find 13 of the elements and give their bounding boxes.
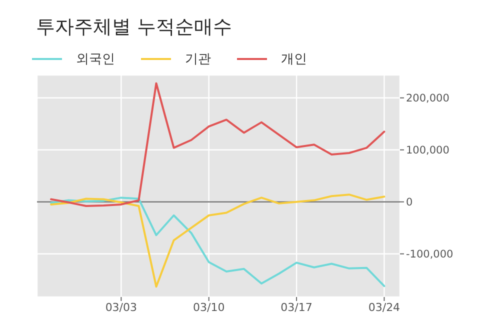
- y-tick-label: 100,000: [406, 144, 450, 157]
- legend-label: 개인: [281, 51, 307, 68]
- x-tick-label: 03/10: [193, 300, 225, 314]
- x-tick-label: 03/17: [280, 300, 312, 314]
- x-tick-label: 03/24: [368, 300, 400, 314]
- y-tick-label: 200,000: [406, 92, 450, 105]
- y-tick-label: -100,000: [406, 248, 454, 261]
- legend-label: 기관: [185, 51, 211, 68]
- legend-label: 외국인: [76, 51, 115, 68]
- x-tick-label: 03/03: [105, 300, 138, 314]
- line-series: [50, 82, 386, 208]
- y-tick-label: 0: [406, 196, 413, 209]
- chart-title: 투자주체별 누적순매수: [36, 15, 232, 40]
